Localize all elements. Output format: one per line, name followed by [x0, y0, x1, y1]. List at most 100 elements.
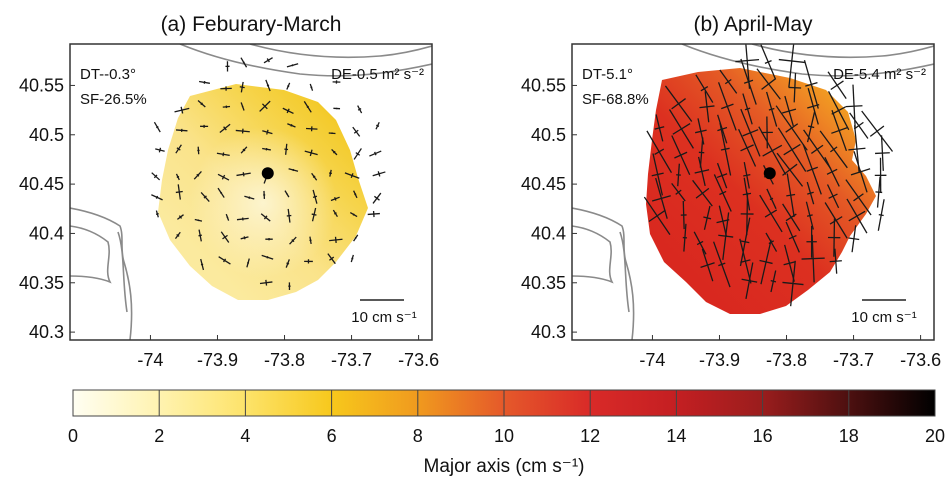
- panel-b-ytick-label: 40.3: [531, 322, 566, 342]
- panel-b-ellipse-minor: [788, 86, 802, 89]
- panel-b-ellipse-minor: [782, 281, 804, 286]
- panel-a-ellipse-minor: [309, 149, 313, 157]
- panel-b-ellipse-minor: [695, 129, 707, 134]
- panel-b-ellipse-minor: [742, 129, 759, 137]
- panel-a-ellipse-minor: [221, 174, 226, 180]
- panel-b-ellipse-minor: [782, 108, 797, 114]
- colorbar-tick-label: 4: [240, 426, 250, 446]
- panel-b-ellipse-minor: [768, 240, 775, 245]
- panel-a-ellipse-minor: [222, 152, 225, 157]
- colorbar-tick-label: 18: [839, 426, 859, 446]
- panel-a-ellipse-minor: [223, 258, 227, 263]
- panel-b-ellipse-minor: [806, 214, 813, 217]
- panel-a-ellipse-minor: [198, 234, 202, 237]
- colorbar-ticks: 0 2 4 6 8 10 12 14 16 18 20: [68, 390, 945, 446]
- panel-a-ellipse-minor: [222, 234, 228, 240]
- panel-b-de: DE-5.4 m² s⁻²: [833, 66, 926, 83]
- panel-b-ellipse-minor: [829, 216, 843, 225]
- panel-b-ellipse-minor: [770, 280, 777, 283]
- panel-b-ellipse-minor: [807, 191, 814, 195]
- panel-b-dt: DT-5.1°: [582, 66, 633, 83]
- panel-a-station-marker: [261, 167, 274, 180]
- panel-b-ellipse-minor: [786, 193, 796, 197]
- colorbar-tick-label: 6: [327, 426, 337, 446]
- colorbar-tick-label: 2: [154, 426, 164, 446]
- panel-b-ellipse-minor: [700, 86, 709, 92]
- panel-a-ellipse-minor: [242, 148, 246, 152]
- panel-b-ellipse-minor: [759, 259, 773, 265]
- panel-b-ellipse-minor: [853, 193, 864, 202]
- panel-b-ellipse-minor: [848, 210, 866, 222]
- panel-a-ellipse-minor: [377, 171, 381, 177]
- panel-b-ellipse-minor: [848, 147, 866, 151]
- panel-b-ellipse-minor: [845, 105, 863, 108]
- panel-a-ellipse-minor: [175, 190, 183, 194]
- panel-b-ellipse-minor: [744, 107, 751, 111]
- panel-a-ellipse-minor: [261, 103, 268, 110]
- panel-b-ellipse-minor: [696, 240, 704, 246]
- panel-a-title: (a) Feburary-March: [161, 13, 342, 36]
- panel-a-ellipse-minor: [312, 195, 318, 198]
- panel-a-ellipse-minor: [353, 129, 359, 134]
- colorbar-tick-label: 14: [666, 426, 686, 446]
- panel-a-ellipse-minor: [374, 151, 377, 156]
- panel-a-ytick-label: 40.4: [29, 223, 64, 243]
- panel-a-ellipse-minor: [239, 86, 245, 89]
- panel-a-ytick-label: 40.45: [19, 174, 64, 194]
- panel-a-ellipse-minor: [354, 236, 357, 239]
- panel-b-ellipse-minor: [853, 121, 864, 130]
- panel-a-ellipse-minor: [176, 147, 181, 151]
- panel-b-ellipse-minor: [671, 98, 686, 110]
- panel-a-ellipse-minor: [153, 174, 158, 179]
- panel-b-ellipse-minor: [651, 172, 664, 177]
- panel-b-ellipse-markers: [643, 44, 894, 307]
- panel-b-ellipse-minor: [807, 104, 820, 109]
- panel-b-ellipse-minor: [878, 213, 884, 217]
- panel-a-tick-labels: -74 -73.9 -73.8 -73.7 -73.6 40.3 40.35 40.4 40.4…: [19, 75, 439, 370]
- panel-a-low-core: [158, 84, 368, 300]
- panel-a-ellipse-minor: [178, 215, 183, 219]
- panel-b-ytick-label: 40.45: [521, 174, 566, 194]
- colorbar-tick-label: 0: [68, 426, 78, 446]
- panel-a-ellipse-minor: [266, 129, 269, 135]
- panel-a-scale-label: 10 cm s⁻¹: [351, 309, 416, 326]
- panel-a-ytick-label: 40.3: [29, 322, 64, 342]
- panel-b-ellipse-minor: [648, 209, 666, 223]
- panel-b-ellipse-minor: [869, 125, 885, 137]
- panel-a-ellipse-minor: [334, 236, 337, 244]
- panel-b-ellipse-minor: [694, 169, 710, 174]
- panel-b-ellipse-minor: [762, 144, 783, 157]
- panel-b-ellipse-minor: [806, 166, 818, 172]
- panel-b-ellipse-minor: [719, 190, 727, 196]
- panel-b-ellipse-minor: [831, 106, 846, 115]
- panel-b-ellipse-minor: [735, 58, 760, 63]
- panel-b-ellipse-minor: [826, 168, 838, 175]
- panel-a-ellipse-minor: [196, 173, 200, 177]
- panel-a-ellipse-minor: [334, 196, 337, 201]
- panel-b-ellipse-minor: [830, 80, 844, 91]
- panel-b-ellipse-minor: [716, 173, 728, 179]
- panel-b-ellipse-minor: [807, 125, 815, 129]
- panel-a-ellipse-minor: [286, 214, 292, 217]
- panel-b-ellipse-minor: [674, 151, 688, 159]
- panel-a-ellipse-minor: [291, 239, 295, 243]
- panel-b-ellipse-minor: [764, 209, 778, 218]
- panel-a-ellipse-minor: [333, 212, 337, 215]
- panel-a-ellipse-minor: [266, 84, 270, 87]
- panel-b-ellipse-minor: [675, 189, 682, 195]
- colorbar-tick-label: 8: [413, 426, 423, 446]
- panel-a-ellipse-minor: [203, 195, 207, 199]
- panel-a-ellipse-minor: [286, 262, 290, 265]
- panel-a-ellipse-minor: [180, 106, 184, 114]
- panel-b-ellipse-minor: [828, 193, 838, 199]
- panel-a-ellipse-minor: [158, 147, 162, 153]
- panel-b-ellipse-minor: [829, 146, 838, 153]
- panel-a-xtick-label: -73.9: [197, 350, 238, 370]
- panel-a-ellipse-minor: [223, 126, 227, 131]
- panel-a-ellipse-minor: [155, 212, 159, 215]
- panel-a-ellipse-markers: [151, 57, 386, 290]
- panel-b-ellipse-minor: [672, 123, 691, 135]
- panel-a-xtick-label: -73.7: [331, 350, 372, 370]
- panel-a-xtick-label: -73.8: [264, 350, 305, 370]
- panel-b-ellipse-minor: [700, 262, 715, 268]
